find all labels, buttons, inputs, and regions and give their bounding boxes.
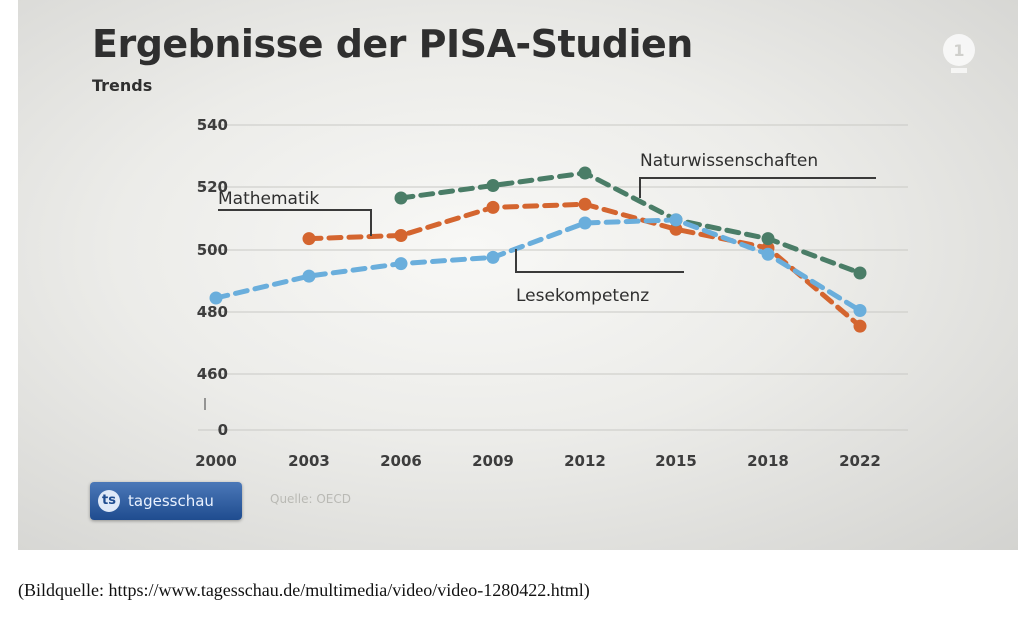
chart-subtitle: Trends [92,76,153,95]
series-line-lesekompetenz [213,217,863,313]
tagesschau-badge: ts tagesschau [90,482,242,520]
point-lesekompetenz-2006 [394,257,408,271]
x-tick-label-2015: 2015 [655,452,697,470]
point-naturwissenschaften-2018 [761,232,775,246]
series-label-naturwissenschaften: Naturwissenschaften [640,151,818,171]
y-tick-label-540: 540 [197,116,228,134]
ard-logo-icon: 1 [943,34,975,73]
point-lesekompetenz-2000 [209,291,223,305]
point-mathematik-2009 [486,200,500,214]
image-caption: (Bildquelle: https://www.tagesschau.de/m… [18,580,590,600]
series-label-leader-lesekompetenz [515,249,684,273]
series-label-leader-naturwissenschaften [639,177,876,198]
x-tick-label-2009: 2009 [472,452,514,470]
point-naturwissenschaften-2022 [853,266,867,280]
point-lesekompetenz-2012 [578,216,592,230]
point-lesekompetenz-2018 [761,247,775,261]
pisa-line-chart: 540 520 500 480 460 0 2000 2003 2006 2009 2012 2015… [195,116,908,470]
point-lesekompetenz-2015 [669,213,683,227]
y-tick-label-480: 480 [197,303,228,321]
chart-panel: 540 520 500 480 460 0 2000 2003 2006 2009 2012 2015… [18,0,1018,550]
point-mathematik-2012 [578,197,592,211]
point-lesekompetenz-2003 [302,269,316,283]
point-mathematik-2022 [853,319,867,333]
point-lesekompetenz-2022 [853,304,867,317]
y-tick-label-0: 0 [218,421,228,439]
tagesschau-logo-icon: ts [98,490,120,512]
source-note: Quelle: OECD [270,492,351,506]
point-naturwissenschaften-2006 [394,191,408,205]
point-mathematik-2006 [394,229,408,242]
point-mathematik-2015 [669,222,683,236]
point-mathematik-2003 [302,232,316,246]
y-tick-label-520: 520 [197,178,228,196]
point-naturwissenschaften-2012 [578,166,592,180]
x-tick-label-2022: 2022 [839,452,881,470]
series-label-lesekompetenz: Lesekompetenz [516,286,649,306]
series-line-naturwissenschaften [398,170,863,276]
point-naturwissenschaften-2009 [486,179,500,192]
badge-label: tagesschau [128,492,214,510]
x-tick-label-2003: 2003 [288,452,330,470]
x-tick-label-2012: 2012 [564,452,606,470]
series-label-mathematik: Mathematik [218,189,319,209]
svg-text:1: 1 [953,41,964,60]
y-tick-label-500: 500 [197,241,228,259]
x-tick-label-2006: 2006 [380,452,422,470]
point-lesekompetenz-2009 [486,250,500,264]
y-tick-label-460: 460 [197,365,228,383]
x-tick-label-2000: 2000 [195,452,237,470]
x-tick-label-2018: 2018 [747,452,789,470]
series-label-leader-mathematik [218,209,372,236]
chart-title: Ergebnisse der PISA-Studien [92,22,693,66]
